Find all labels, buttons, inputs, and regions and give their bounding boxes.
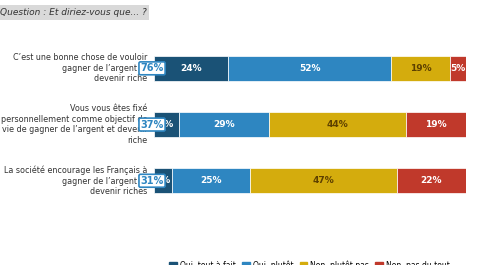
Text: 52%: 52% [299,64,320,73]
Text: 29%: 29% [213,120,235,129]
Bar [228,56,391,81]
Text: 6%: 6% [156,176,170,185]
Bar [391,56,450,81]
Text: 8%: 8% [158,120,174,129]
Text: 19%: 19% [409,64,431,73]
Text: 44%: 44% [327,120,348,129]
Text: 19%: 19% [425,120,447,129]
Text: 76%: 76% [141,63,164,73]
Bar [154,56,228,81]
Text: Vous vous êtes fixé personnellement comme objectif de
vie de gagner de l’argent : Vous vous êtes fixé personnellement comm… [1,104,147,145]
Bar [251,168,397,193]
Bar [397,168,466,193]
Bar [450,56,466,81]
Text: 25%: 25% [201,176,222,185]
Text: Question : Et diriez-vous que... ?: Question : Et diriez-vous que... ? [0,8,147,17]
Text: 31%: 31% [141,176,164,186]
Bar [269,112,406,137]
Legend: Oui, tout à fait, Oui, plutôt, Non, plutôt pas, Non, pas du tout: Oui, tout à fait, Oui, plutôt, Non, plut… [167,257,453,265]
Bar [179,112,269,137]
Text: 37%: 37% [141,120,164,130]
Text: C’est une bonne chose de vouloir gagner de l’argent et
devenir riche: C’est une bonne chose de vouloir gagner … [13,54,147,83]
Text: La société encourage les Français à gagner de l’argent et
devenir riches: La société encourage les Français à gagn… [4,166,147,196]
Bar [406,112,466,137]
Text: 22%: 22% [420,176,442,185]
Bar [154,168,172,193]
Text: 5%: 5% [450,64,466,73]
Bar [154,112,179,137]
Bar [172,168,251,193]
Text: 24%: 24% [180,64,202,73]
Text: 47%: 47% [313,176,335,185]
